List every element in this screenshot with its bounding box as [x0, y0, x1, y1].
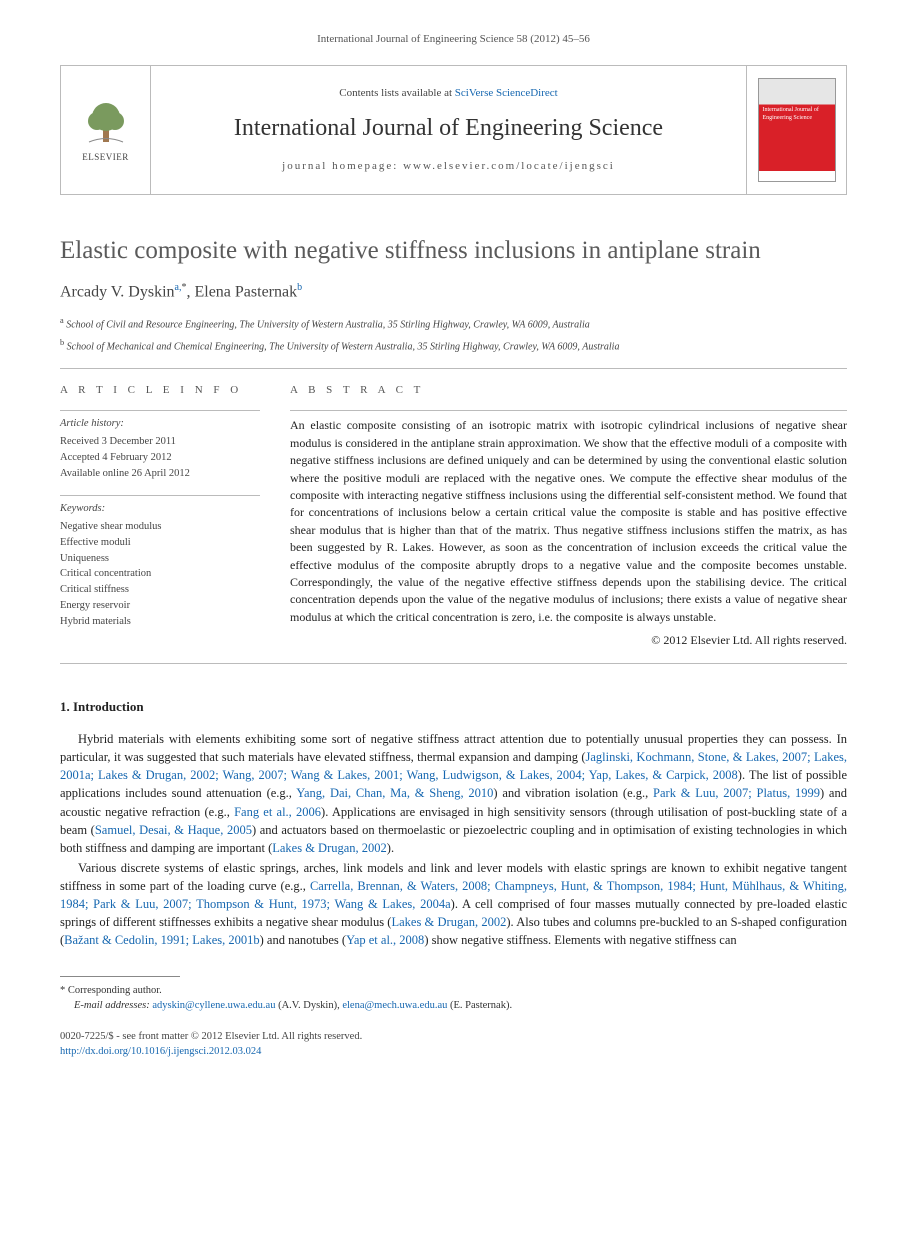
author-2-name[interactable]: Elena Pasternak	[194, 283, 297, 300]
email-1-who: (A.V. Dyskin),	[275, 1000, 342, 1011]
affil-a-sup: a	[60, 316, 64, 325]
p2-text-e: ) show negative stiffness. Elements with…	[424, 933, 736, 947]
p2-citation-4[interactable]: Yap et al., 2008	[346, 933, 424, 947]
p1-citation-3[interactable]: Park & Luu, 2007; Platus, 1999	[653, 786, 820, 800]
affil-b-sup: b	[60, 338, 64, 347]
divider-bottom	[60, 663, 847, 664]
info-divider-1	[60, 410, 260, 411]
homepage-url[interactable]: www.elsevier.com/locate/ijengsci	[403, 160, 615, 172]
intro-paragraph-1: Hybrid materials with elements exhibitin…	[60, 730, 847, 857]
email-2-who: (E. Pasternak).	[447, 1000, 512, 1011]
abstract-copyright: © 2012 Elsevier Ltd. All rights reserved…	[290, 632, 847, 649]
homepage-prefix: journal homepage:	[282, 160, 403, 172]
article-title: Elastic composite with negative stiffnes…	[60, 235, 847, 266]
info-abstract-row: A R T I C L E I N F O Article history: R…	[60, 383, 847, 649]
article-info-column: A R T I C L E I N F O Article history: R…	[60, 383, 260, 649]
email-footnote: E-mail addresses: adyskin@cyllene.uwa.ed…	[60, 998, 847, 1014]
author-list: Arcady V. Dyskina,*, Elena Pasternakb	[60, 281, 847, 304]
history-online: Available online 26 April 2012	[60, 466, 260, 482]
cover-thumb-title: International Journal of Engineering Sci…	[763, 107, 831, 121]
sciencedirect-link[interactable]: SciVerse ScienceDirect	[455, 87, 558, 99]
author-2-affil-sup: b	[297, 282, 302, 293]
journal-name: International Journal of Engineering Sci…	[234, 112, 663, 146]
keywords-label: Keywords:	[60, 502, 260, 517]
journal-masthead: ELSEVIER Contents lists available at Sci…	[60, 65, 847, 195]
p1-citation-5[interactable]: Samuel, Desai, & Haque, 2005	[95, 823, 252, 837]
abstract-column: A B S T R A C T An elastic composite con…	[290, 383, 847, 649]
keyword-4: Critical stiffness	[60, 582, 260, 598]
p1-citation-6[interactable]: Lakes & Drugan, 2002	[272, 841, 387, 855]
email-link-2[interactable]: elena@mech.uwa.edu.au	[342, 1000, 447, 1011]
doi-link[interactable]: http://dx.doi.org/10.1016/j.ijengsci.201…	[60, 1046, 261, 1057]
abstract-text: An elastic composite consisting of an is…	[290, 417, 847, 626]
article-history-block: Article history: Received 3 December 201…	[60, 417, 260, 481]
p1-text-c: ) and vibration isolation (e.g.,	[493, 786, 653, 800]
article-info-heading: A R T I C L E I N F O	[60, 383, 260, 398]
history-label: Article history:	[60, 417, 260, 432]
email-label: E-mail addresses:	[74, 1000, 150, 1011]
history-accepted: Accepted 4 February 2012	[60, 450, 260, 466]
running-head: International Journal of Engineering Sci…	[60, 32, 847, 47]
keyword-6: Hybrid materials	[60, 614, 260, 630]
history-received: Received 3 December 2011	[60, 434, 260, 450]
publisher-label: ELSEVIER	[82, 151, 129, 164]
p2-text-d: ) and nanotubes (	[260, 933, 346, 947]
keywords-block: Keywords: Negative shear modulus Effecti…	[60, 502, 260, 629]
keyword-0: Negative shear modulus	[60, 519, 260, 535]
journal-homepage-line: journal homepage: www.elsevier.com/locat…	[282, 159, 615, 174]
p1-text-g: ).	[387, 841, 394, 855]
publisher-block: ELSEVIER	[61, 66, 151, 194]
contents-prefix: Contents lists available at	[339, 87, 454, 99]
contents-available-line: Contents lists available at SciVerse Sci…	[339, 86, 557, 101]
footnote-rule	[60, 976, 180, 977]
p2-citation-2[interactable]: Lakes & Drugan, 2002	[391, 915, 506, 929]
p1-citation-2[interactable]: Yang, Dai, Chan, Ma, & Sheng, 2010	[296, 786, 493, 800]
divider-top	[60, 368, 847, 369]
p2-citation-3[interactable]: Bažant & Cedolin, 1991; Lakes, 2001b	[64, 933, 259, 947]
author-1-name[interactable]: Arcady V. Dyskin	[60, 283, 175, 300]
affiliation-b: b School of Mechanical and Chemical Engi…	[60, 337, 847, 354]
affiliation-a: a School of Civil and Resource Engineeri…	[60, 315, 847, 332]
section-1-heading: 1. Introduction	[60, 698, 847, 716]
p1-citation-4[interactable]: Fang et al., 2006	[234, 805, 321, 819]
keyword-3: Critical concentration	[60, 566, 260, 582]
abstract-heading: A B S T R A C T	[290, 383, 847, 398]
affil-a-text: School of Civil and Resource Engineering…	[66, 320, 590, 331]
abstract-divider	[290, 410, 847, 411]
cover-thumbnail-block: International Journal of Engineering Sci…	[746, 66, 846, 194]
email-link-1[interactable]: adyskin@cyllene.uwa.edu.au	[152, 1000, 275, 1011]
issn-copyright-line: 0020-7225/$ - see front matter © 2012 El…	[60, 1030, 847, 1045]
footer-block: 0020-7225/$ - see front matter © 2012 El…	[60, 1030, 847, 1059]
keyword-1: Effective moduli	[60, 535, 260, 551]
keyword-2: Uniqueness	[60, 551, 260, 567]
affil-b-text: School of Mechanical and Chemical Engine…	[67, 341, 620, 352]
journal-cover-thumbnail: International Journal of Engineering Sci…	[758, 78, 836, 182]
corresponding-author-footnote: * Corresponding author.	[60, 983, 847, 999]
masthead-center: Contents lists available at SciVerse Sci…	[151, 66, 746, 194]
intro-paragraph-2: Various discrete systems of elastic spri…	[60, 859, 847, 950]
info-divider-2	[60, 495, 260, 496]
keyword-5: Energy reservoir	[60, 598, 260, 614]
elsevier-tree-icon	[81, 97, 131, 147]
